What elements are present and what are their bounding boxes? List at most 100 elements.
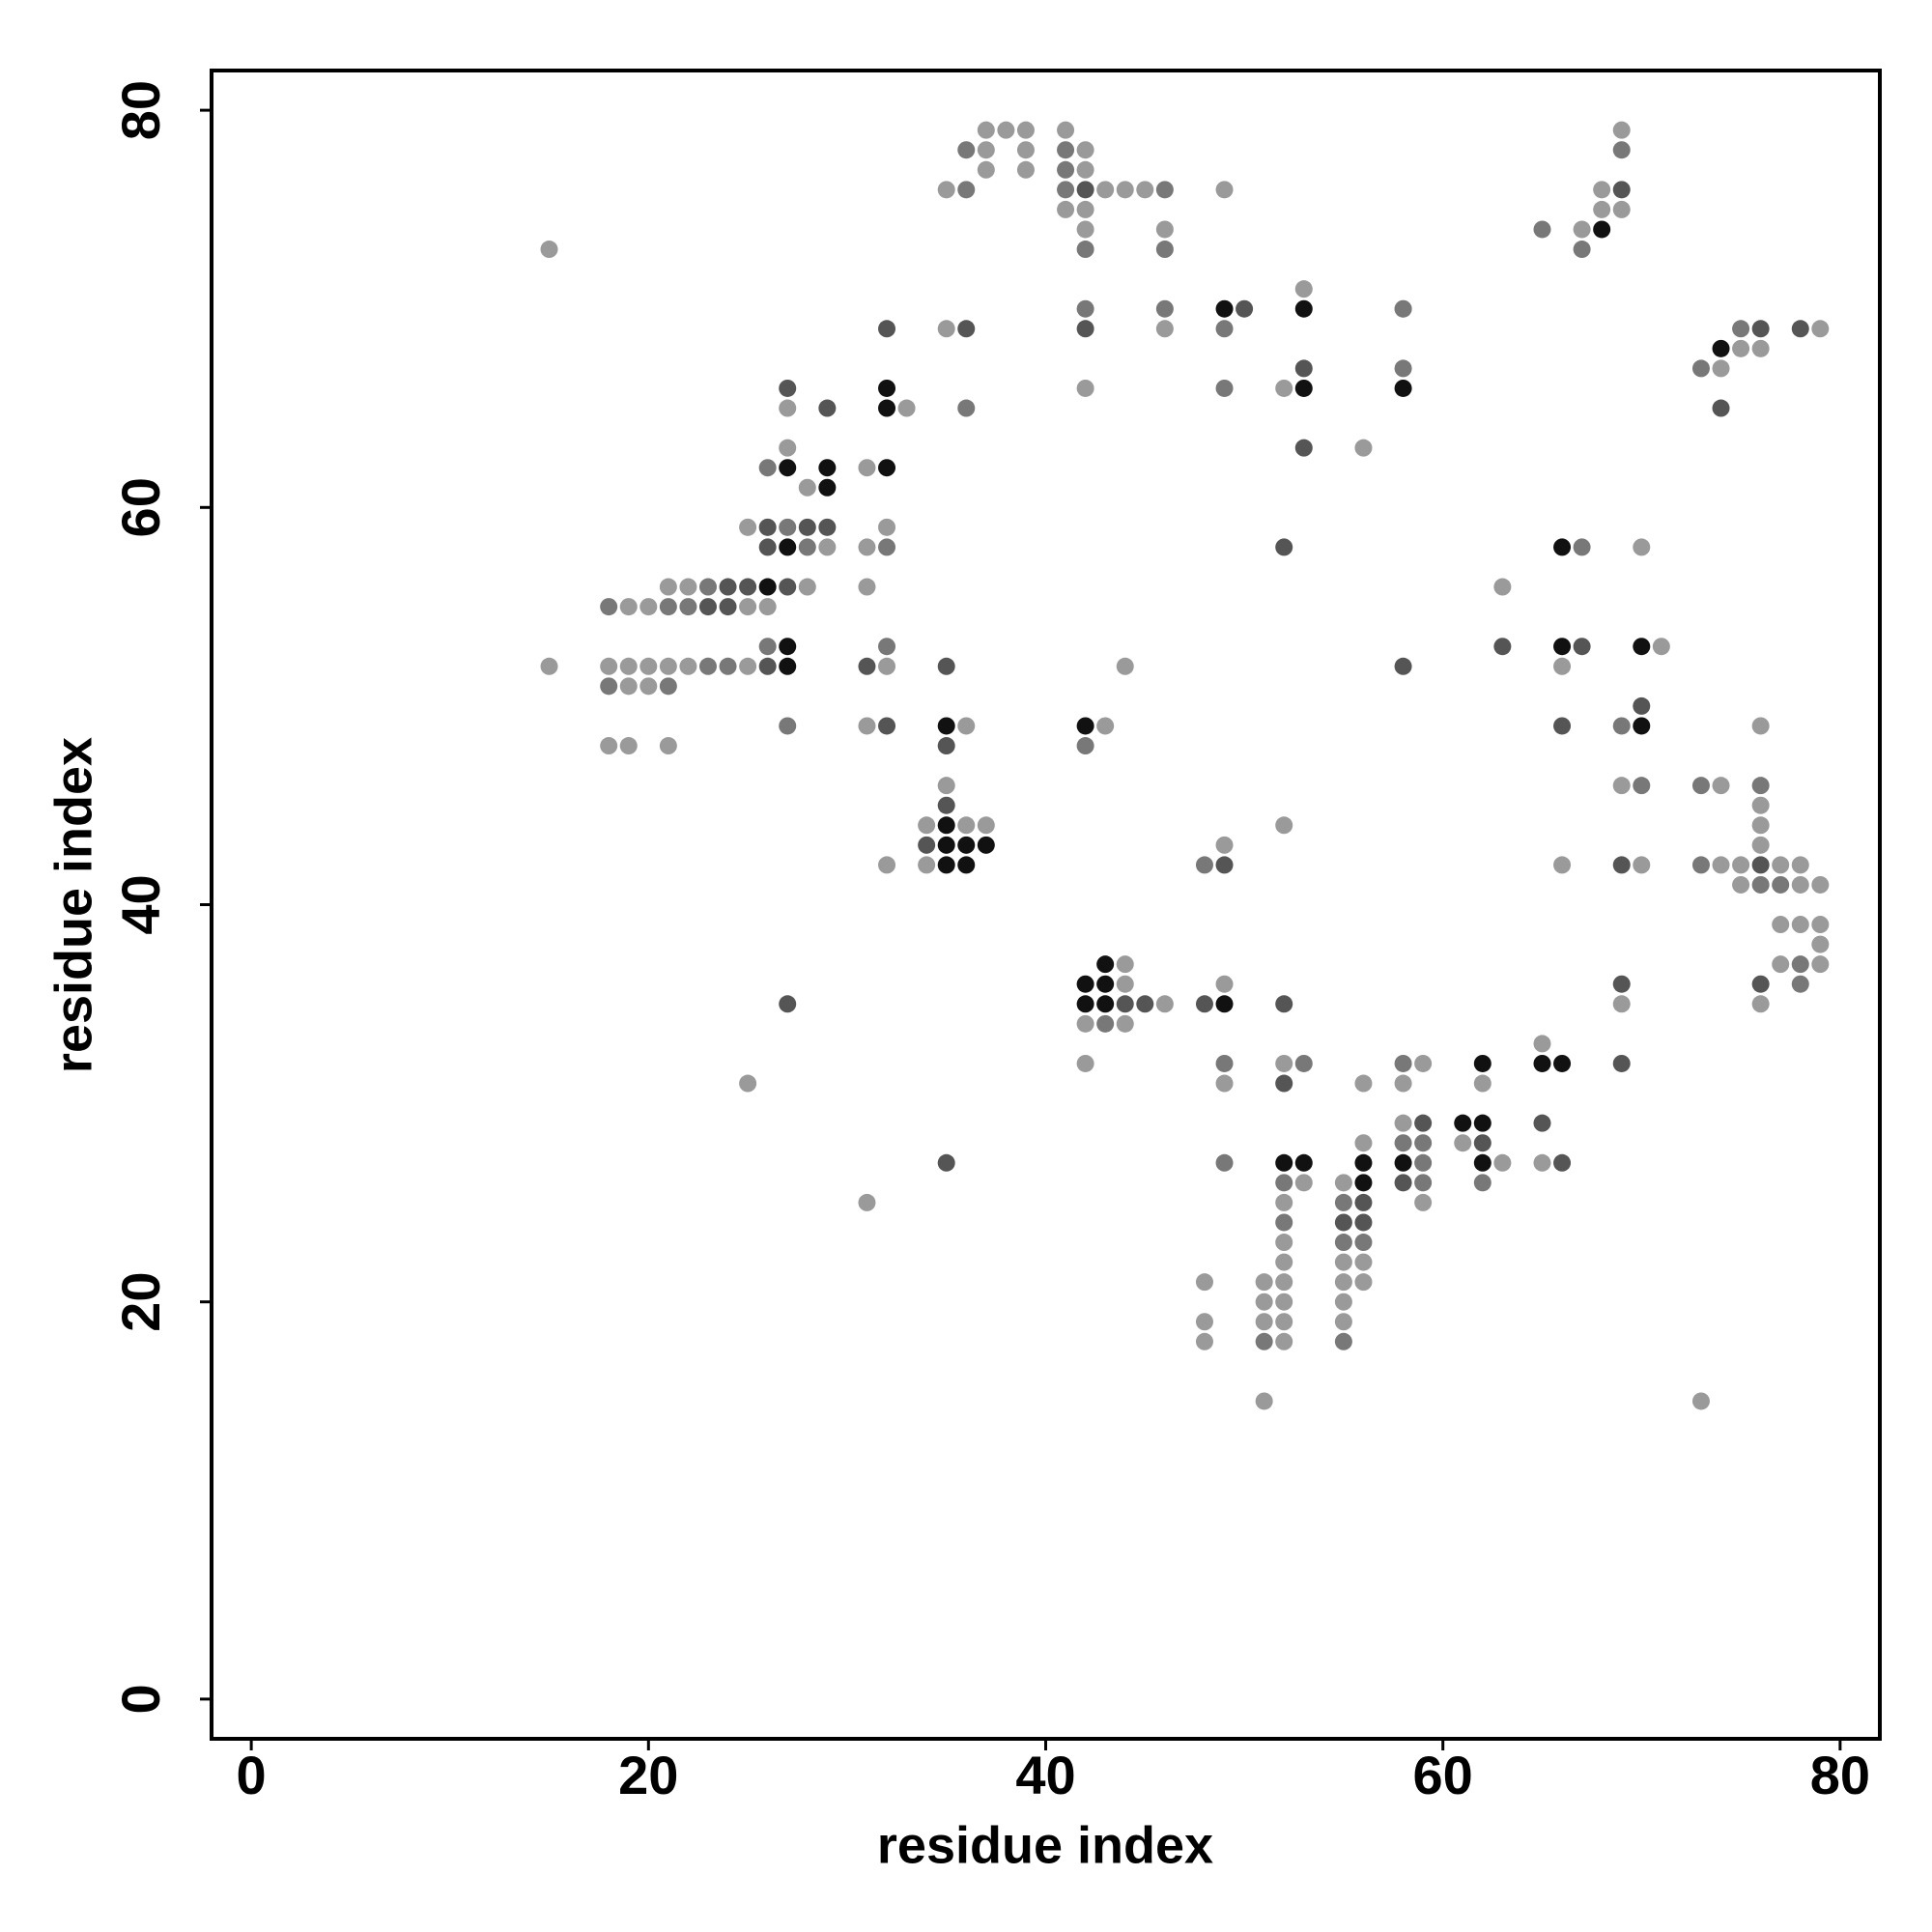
point <box>1751 777 1770 795</box>
point <box>1275 1313 1293 1331</box>
point <box>1394 379 1412 397</box>
point <box>1275 1174 1293 1192</box>
point <box>957 399 976 417</box>
point <box>1414 1174 1433 1192</box>
point <box>878 459 896 477</box>
point <box>1712 777 1730 795</box>
point <box>818 399 837 417</box>
point <box>1215 1153 1234 1172</box>
point <box>659 657 677 675</box>
point <box>878 538 896 556</box>
point <box>1751 975 1770 993</box>
point <box>1236 299 1254 318</box>
point <box>758 538 777 556</box>
point <box>679 598 697 616</box>
point <box>639 657 658 675</box>
point <box>1275 1293 1293 1311</box>
point <box>1215 1074 1234 1093</box>
point <box>1553 538 1572 556</box>
point <box>1791 856 1809 874</box>
point <box>957 717 976 735</box>
point <box>1712 339 1730 357</box>
point <box>1255 1273 1273 1292</box>
point <box>1732 875 1750 894</box>
point <box>1334 1234 1352 1252</box>
point <box>1057 141 1075 159</box>
point <box>1076 181 1094 199</box>
point <box>1076 1054 1094 1072</box>
point <box>1155 320 1174 338</box>
point <box>1493 1153 1512 1172</box>
point <box>1334 1313 1352 1331</box>
point <box>977 816 995 835</box>
point <box>1275 1234 1293 1252</box>
point <box>957 141 976 159</box>
point <box>1334 1253 1352 1271</box>
point <box>1275 538 1293 556</box>
point <box>1414 1054 1433 1072</box>
point <box>1354 1213 1373 1232</box>
point <box>779 439 797 457</box>
point <box>818 538 837 556</box>
point <box>779 538 797 556</box>
point <box>818 518 837 536</box>
point <box>1493 638 1512 656</box>
point <box>1612 856 1631 874</box>
point <box>1791 916 1809 934</box>
point <box>1334 1273 1352 1292</box>
point <box>1354 1074 1373 1093</box>
point <box>1712 359 1730 378</box>
point <box>1294 379 1313 397</box>
point <box>540 657 558 675</box>
point <box>1076 141 1094 159</box>
point <box>1215 836 1234 854</box>
point <box>600 598 618 616</box>
point <box>1334 1332 1352 1350</box>
point <box>1076 220 1094 239</box>
point <box>1076 737 1094 755</box>
point <box>1294 280 1313 298</box>
point <box>698 657 717 675</box>
point <box>1772 875 1790 894</box>
point <box>1275 995 1293 1013</box>
x-tick-label: 80 <box>1810 1745 1870 1805</box>
point <box>818 478 837 497</box>
point <box>798 478 816 497</box>
point <box>1155 220 1174 239</box>
point <box>1294 1153 1313 1172</box>
point <box>1057 200 1075 218</box>
point <box>937 320 955 338</box>
x-tick-label: 0 <box>237 1745 267 1805</box>
point <box>1772 916 1790 934</box>
point <box>619 677 638 696</box>
point <box>758 578 777 596</box>
x-tick-label: 40 <box>1015 1745 1075 1805</box>
point <box>619 737 638 755</box>
point <box>719 578 737 596</box>
point <box>1612 200 1631 218</box>
point <box>1573 638 1591 656</box>
point <box>1275 816 1293 835</box>
point <box>779 638 797 656</box>
point <box>1791 320 1809 338</box>
point <box>1454 1134 1472 1152</box>
point <box>1255 1293 1273 1311</box>
point <box>937 181 955 199</box>
point <box>1294 299 1313 318</box>
point <box>540 241 558 259</box>
point <box>719 657 737 675</box>
point <box>1354 1134 1373 1152</box>
point <box>897 399 916 417</box>
point <box>798 538 816 556</box>
point <box>779 717 797 735</box>
point <box>639 677 658 696</box>
point <box>1691 359 1710 378</box>
point <box>1473 1074 1492 1093</box>
point <box>758 638 777 656</box>
point <box>1394 1134 1412 1152</box>
point <box>1016 160 1035 179</box>
point <box>1215 1054 1234 1072</box>
point <box>1612 717 1631 735</box>
point <box>878 399 896 417</box>
